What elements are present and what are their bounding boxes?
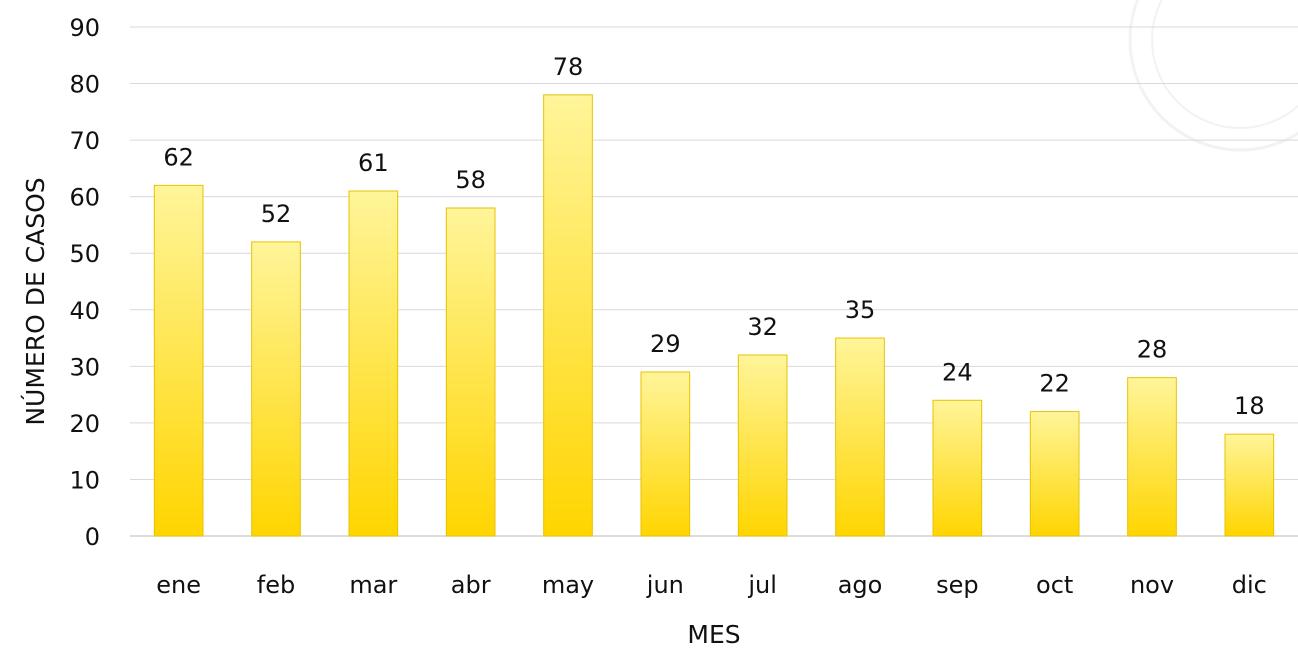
data-label-ago: 35 [845, 296, 876, 324]
y-tick-label: 30 [69, 353, 100, 381]
bar-dic [1224, 433, 1275, 537]
data-label-jun: 29 [650, 330, 681, 358]
data-label-oct: 22 [1039, 370, 1070, 398]
y-tick-label: 50 [69, 240, 100, 268]
category-label-feb: feb [257, 571, 295, 599]
data-label-feb: 52 [261, 200, 292, 228]
university-seal-watermark [1128, 0, 1298, 152]
bar-jun [640, 371, 691, 537]
bar-mar [348, 190, 399, 537]
y-tick-label: 20 [69, 410, 100, 438]
y-axis-tick-labels: 0 10 20 30 40 50 60 70 80 90 [69, 14, 100, 551]
category-label-nov: nov [1130, 571, 1174, 599]
category-label-sep: sep [936, 571, 979, 599]
y-tick-label: 90 [69, 14, 100, 42]
data-label-may: 78 [553, 53, 584, 81]
bar-series [153, 94, 1275, 537]
bar-feb [251, 241, 301, 537]
data-label-sep: 24 [942, 358, 973, 386]
category-label-jul: jul [747, 571, 777, 599]
data-label-jul: 32 [747, 313, 778, 341]
bar-may [543, 94, 593, 537]
data-labels: 62 52 61 58 78 29 32 35 24 22 28 18 [163, 53, 1264, 420]
data-label-abr: 58 [455, 166, 486, 194]
bar-jul [737, 354, 788, 537]
y-tick-label: 70 [69, 127, 100, 155]
data-label-dic: 18 [1234, 392, 1265, 420]
category-label-mar: mar [349, 571, 397, 599]
data-label-ene: 62 [163, 143, 194, 171]
y-tick-label: 40 [69, 297, 100, 325]
bar-sep [932, 399, 983, 537]
category-label-ago: ago [838, 571, 883, 599]
bar-abr [445, 207, 496, 537]
category-label-abr: abr [451, 571, 491, 599]
bar-nov [1127, 377, 1177, 537]
x-axis-title: MES [687, 620, 740, 649]
category-label-dic: dic [1232, 571, 1267, 599]
bar-ene [153, 184, 204, 537]
category-label-oct: oct [1036, 571, 1073, 599]
data-label-nov: 28 [1137, 336, 1168, 364]
gridlines [130, 26, 1298, 537]
y-axis-title: NÚMERO DE CASOS [20, 177, 50, 425]
category-label-ene: ene [156, 571, 201, 599]
y-tick-label: 10 [69, 466, 100, 494]
y-tick-label: 80 [69, 71, 100, 99]
data-label-mar: 61 [358, 149, 389, 177]
category-label-may: may [542, 571, 594, 599]
bar-ago [835, 337, 885, 537]
bar-oct [1029, 411, 1080, 537]
x-axis-category-labels: ene feb mar abr may jun jul ago sep oct nov dic [156, 571, 1267, 599]
category-label-jun: jun [646, 571, 684, 599]
y-tick-label: 0 [85, 523, 100, 551]
y-tick-label: 60 [69, 184, 100, 212]
